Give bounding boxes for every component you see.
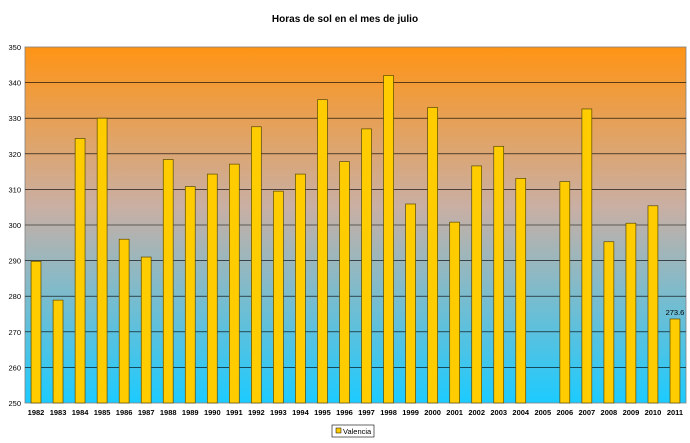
bar-2000 xyxy=(427,107,438,404)
x-tick-label: 2011 xyxy=(667,408,683,417)
x-tick-label: 2007 xyxy=(579,408,596,417)
x-tick-label: 1989 xyxy=(182,408,199,417)
x-tick-label: 1996 xyxy=(336,408,353,417)
bar-1997 xyxy=(361,128,372,404)
bar-1995 xyxy=(317,99,328,404)
bar-1996 xyxy=(339,161,350,404)
bar-1998 xyxy=(383,75,394,404)
x-tick-label: 2008 xyxy=(601,408,618,417)
x-tick-label: 1982 xyxy=(28,408,45,417)
bars xyxy=(30,75,681,404)
y-tick-label: 340 xyxy=(8,79,21,88)
y-tick-label: 310 xyxy=(8,185,21,194)
x-tick-label: 1984 xyxy=(72,408,90,417)
y-tick-label: 330 xyxy=(8,114,21,123)
bar-1988 xyxy=(162,159,174,404)
x-axis-ticks: 1982 1983 1984 1985 1986 1987 1988 1989 1990 1991… xyxy=(28,408,683,417)
x-tick-label: 1997 xyxy=(358,408,375,417)
bar-1982 xyxy=(30,260,42,404)
x-tick-label: 1990 xyxy=(204,408,221,417)
y-tick-label: 250 xyxy=(8,399,21,408)
bar-2010 xyxy=(647,205,659,404)
x-tick-label: 2005 xyxy=(534,408,551,417)
x-tick-label: 1994 xyxy=(292,408,310,417)
x-tick-label: 1995 xyxy=(314,408,331,417)
bar-1992 xyxy=(251,126,262,404)
bar-2007 xyxy=(581,108,593,404)
x-tick-label: 1998 xyxy=(380,408,397,417)
bar-2004 xyxy=(515,178,527,404)
x-tick-label: 2009 xyxy=(623,408,640,417)
x-tick-label: 1992 xyxy=(248,408,265,417)
bar-1993 xyxy=(273,190,284,404)
bar-2001 xyxy=(449,221,460,404)
x-tick-label: 2010 xyxy=(645,408,662,417)
grid-lines xyxy=(25,82,686,368)
legend-label: Valencia xyxy=(343,427,372,436)
x-tick-label: 1983 xyxy=(50,408,67,417)
bar-1985 xyxy=(96,117,108,404)
bar-1994 xyxy=(295,173,306,404)
y-tick-label: 320 xyxy=(8,150,21,159)
y-tick-label: 280 xyxy=(8,292,21,301)
legend-box xyxy=(331,424,375,438)
x-tick-label: 1999 xyxy=(402,408,419,417)
bar-2008 xyxy=(603,241,615,404)
y-tick-label: 260 xyxy=(8,363,21,372)
bar-2003 xyxy=(493,145,505,404)
bar-1999 xyxy=(405,203,416,404)
x-tick-label: 1986 xyxy=(116,408,133,417)
x-tick-label: 2002 xyxy=(468,408,485,417)
bar-2011 xyxy=(669,318,681,404)
bar-2006 xyxy=(559,181,571,404)
chart-title: Horas de sol en el mes de julio xyxy=(272,14,418,25)
x-tick-label: 2003 xyxy=(490,408,507,417)
bar-1990 xyxy=(206,173,218,404)
x-tick-label: 1988 xyxy=(160,408,177,417)
legend-swatch xyxy=(335,427,342,434)
x-tick-label: 1985 xyxy=(94,408,111,417)
data-labels: 273.6 xyxy=(666,308,685,317)
bar-1989 xyxy=(184,186,196,404)
x-tick-label: 2001 xyxy=(446,408,463,417)
x-tick-label: 2004 xyxy=(512,408,530,417)
y-tick-label: 270 xyxy=(8,328,21,337)
bar-1984 xyxy=(74,138,86,404)
x-tick-label: 1991 xyxy=(226,408,243,417)
x-tick-label: 2000 xyxy=(424,408,441,417)
x-tick-label: 1987 xyxy=(138,408,155,417)
y-tick-label: 290 xyxy=(8,257,21,266)
bar-2002 xyxy=(471,165,482,404)
x-tick-label: 2006 xyxy=(556,408,573,417)
data-label-2011: 273.6 xyxy=(666,308,685,317)
bar-1987 xyxy=(140,256,152,404)
legend: Valencia xyxy=(331,424,375,438)
bar-2009 xyxy=(625,222,637,404)
bar-1991 xyxy=(229,163,240,404)
bar-1983 xyxy=(52,299,64,404)
y-axis-ticks: 250 260 270 280 290 300 310 320 330 340 350 xyxy=(8,43,21,408)
bar-1986 xyxy=(118,238,130,404)
y-tick-label: 350 xyxy=(8,43,21,52)
x-tick-label: 1993 xyxy=(270,408,287,417)
y-tick-label: 300 xyxy=(8,221,21,230)
